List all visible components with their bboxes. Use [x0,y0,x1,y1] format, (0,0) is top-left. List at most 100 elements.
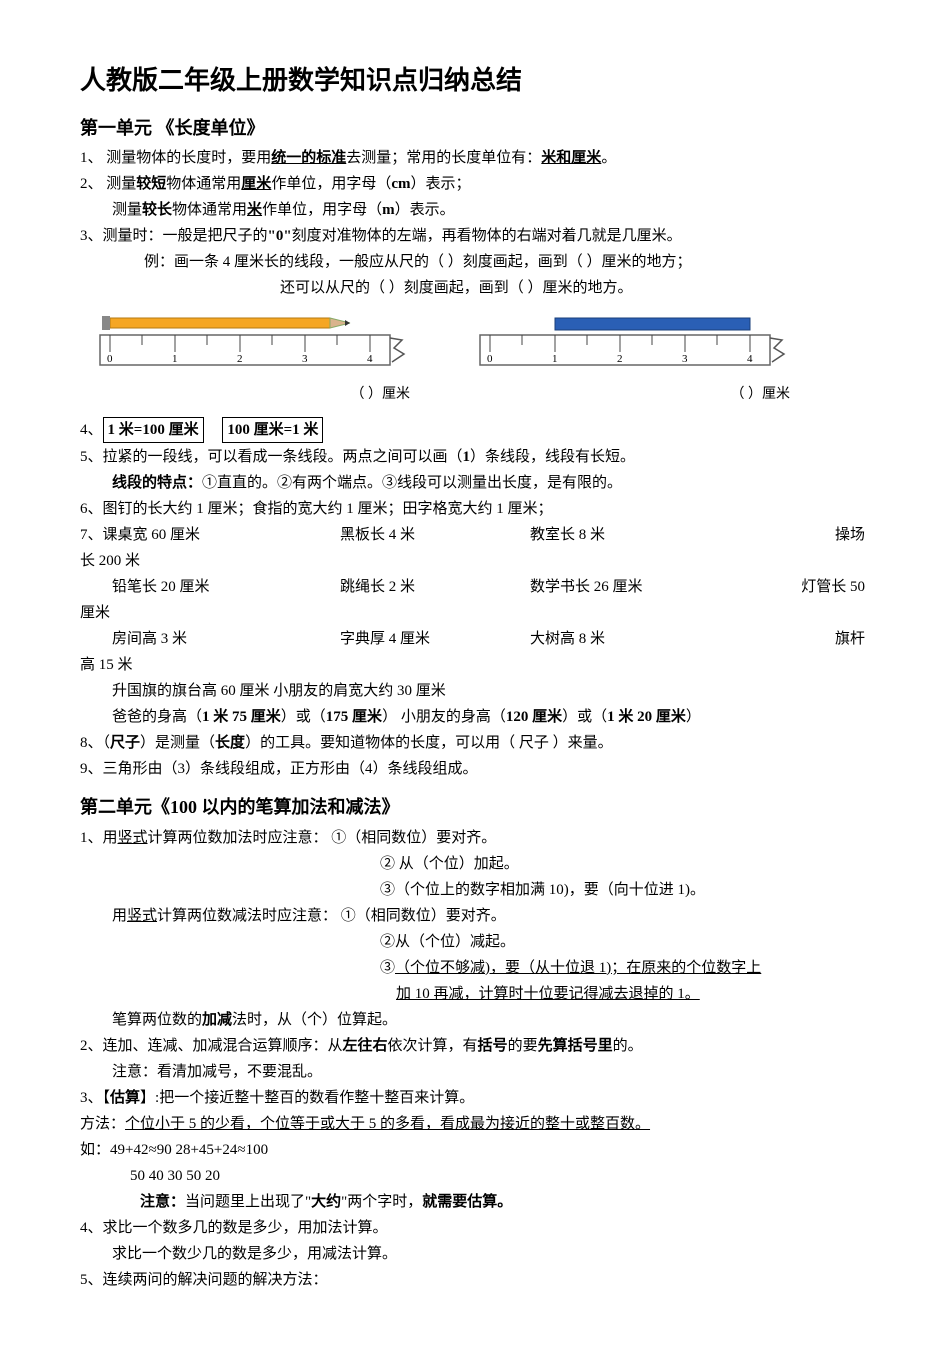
unit1-title: 第一单元 《长度单位》 [80,114,865,143]
text: 大约 [311,1194,341,1210]
u1-p7r2: 铅笔长 20 厘米 跳绳长 2 米 数学书长 26 厘米 灯管长 50 [80,575,865,599]
text: 竖式 [127,908,157,924]
text: 2、 测量 [80,176,136,192]
box1: 1 米=100 厘米 [103,417,204,443]
text: ）表示。 [395,202,455,218]
text: 作单位，用字母（ [262,202,382,218]
svg-text:2: 2 [617,353,623,365]
text: 物体通常用 [172,202,247,218]
svg-text:0: 0 [107,353,113,365]
text: ） 小朋友的身高（ [382,709,506,725]
svg-text:0: 0 [487,353,493,365]
text: 法时，从（个）位算起。 [232,1012,397,1028]
text: 操场 [730,523,865,547]
u1-p8: 8、（尺子）是测量（长度）的工具。要知道物体的长度，可以用（ 尺子 ）来量。 [80,731,865,755]
text: "两个字时， [341,1194,422,1210]
ruler1-svg: 0 1 2 3 4 [90,310,410,380]
text: 3、测量时：一般是把尺子的 [80,228,268,244]
text: 当问题里上出现了" [185,1194,311,1210]
text: ）条线段，线段有长短。 [470,449,635,465]
text: 个位小于 5 的少看，个位等于或大于 5 的多看，看成最为接近的整十或整百数。 [125,1116,650,1132]
text: 米和厘米 [541,150,601,166]
text: 1、 测量物体的长度时，要用 [80,150,271,166]
ruler1-wrap: 0 1 2 3 4 （ ）厘米 [90,310,410,406]
u1-p5: 5、拉紧的一段线，可以看成一条线段。两点之间可以画（1）条线段，线段有长短。 [80,445,865,469]
text: 1、用 [80,830,118,846]
text: 计算两位数加法时应注意： ①（相同数位）要对齐。 [148,830,497,846]
u2-p3d: 方法：个位小于 5 的少看，个位等于或大于 5 的多看，看成最为接近的整十或整百… [80,1112,865,1136]
text: 铅笔长 20 厘米 [112,575,340,599]
text: 跳绳长 2 米 [340,575,530,599]
text: 的。 [613,1038,643,1054]
u2-p2: 2、连加、连减、加减混合运算顺序：从左往右依次计算，有括号的要先算括号里的。 [80,1034,865,1058]
text: 1 [463,449,471,465]
unit2-title: 第二单元《100 以内的笔算加法和减法》 [80,793,865,822]
u2-p1: 1、用竖式计算两位数加法时应注意： ①（相同数位）要对齐。 [80,826,865,850]
text: 左往右 [343,1038,388,1054]
text: 米 [247,202,262,218]
u1-p7r4: 升国旗的旗台高 60 厘米 小朋友的肩宽大约 30 厘米 [80,679,865,703]
text: 的要 [508,1038,538,1054]
text: 笔算两位数的 [112,1012,202,1028]
u2-p3g: 注意：当问题里上出现了"大约"两个字时，就需要估算。 [80,1190,865,1214]
u2-p1h: ③（个位不够减)，要（从十位退 1)；在原来的个位数字上 [80,956,865,980]
u1-p3ex2: 还可以从尺的（ ）刻度画起，画到（ ）厘米的地方。 [80,276,865,300]
text: ）的工具。要知道物体的长度，可以用（ 尺子 ）来量。 [245,735,613,751]
doc-title: 人教版二年级上册数学知识点归纳总结 [80,60,865,102]
text: 作单位，用字母（ [271,176,391,192]
text: 字典厚 4 厘米 [340,627,530,651]
u1-p2b: 测量较长物体通常用米作单位，用字母（m）表示。 [80,198,865,222]
svg-text:4: 4 [747,353,753,365]
u1-p7r2b: 厘米 [80,601,865,625]
u2-p3f: 50 40 30 50 20 [80,1164,865,1188]
text: 黑板长 4 米 [340,523,530,547]
text: 依次计算，有 [388,1038,478,1054]
text: ）或（ [562,709,607,725]
u2-p1d: ② 从（个位）加起。 [80,852,865,876]
u2-p4: 4、求比一个数多几的数是多少，用加法计算。 [80,1216,865,1240]
u1-p2: 2、 测量较短物体通常用厘米作单位，用字母（cm）表示； [80,172,865,196]
text: 尺子 [110,735,140,751]
text: 120 厘米 [506,709,562,725]
u2-p5: 5、连续两问的解决问题的解决方法： [80,1268,865,1292]
text: 计算两位数减法时应注意： ①（相同数位）要对齐。 [157,908,506,924]
text: cm [391,176,410,192]
ruler-diagrams: 0 1 2 3 4 （ ）厘米 0 1 2 3 4 （ ）厘米 [90,310,865,406]
text: 较短 [136,176,166,192]
svg-text:1: 1 [172,353,178,365]
text: 去测量；常用的长度单位有： [346,150,541,166]
svg-text:2: 2 [237,353,243,365]
text: 2、连加、连减、加减混合运算顺序：从 [80,1038,343,1054]
u1-p1: 1、 测量物体的长度时，要用统一的标准去测量；常用的长度单位有：米和厘米。 [80,146,865,170]
u1-p3ex1: 例：画一条 4 厘米长的线段，一般应从尺的（ ）刻度画起，画到（ ）厘米的地方； [80,250,865,274]
text: 教室长 8 米 [530,523,730,547]
u1-p7r5: 爸爸的身高（1 米 75 厘米）或（175 厘米） 小朋友的身高（120 厘米）… [80,705,865,729]
box2: 100 厘米=1 米 [222,417,323,443]
text: 估算 [110,1090,140,1106]
text: 括号 [478,1038,508,1054]
text: 线段的特点： [112,475,202,491]
svg-text:1: 1 [552,353,558,365]
ruler2-svg: 0 1 2 3 4 [470,310,790,380]
text: ①直直的。②有两个端点。③线段可以测量出长度，是有限的。 [202,475,622,491]
u1-p7r3: 房间高 3 米 字典厚 4 厘米 大树高 8 米 旗杆 [80,627,865,651]
text: 刻度对准物体的左端，再看物体的右端对着几就是几厘米。 [292,228,682,244]
text: 统一的标准 [271,150,346,166]
text: 测量 [112,202,142,218]
text: 房间高 3 米 [112,627,340,651]
text: 数学书长 26 厘米 [530,575,730,599]
u1-p7r1b: 长 200 米 [80,549,865,573]
text: 】:把一个接近整十整百的数看作整十整百来计算。 [140,1090,474,1106]
u2-p1e: ③（个位上的数字相加满 10)，要（向十位进 1)。 [80,878,865,902]
text: 较长 [142,202,172,218]
text: ）是测量（ [140,735,215,751]
u2-p1i: 笔算两位数的加减法时，从（个）位算起。 [80,1008,865,1032]
text: 厘米 [241,176,271,192]
text: 大树高 8 米 [530,627,730,651]
u1-p5b: 线段的特点：①直直的。②有两个端点。③线段可以测量出长度，是有限的。 [80,471,865,495]
u1-p9: 9、三角形由（3）条线段组成，正方形由（4）条线段组成。 [80,757,865,781]
text: 旗杆 [730,627,865,651]
u1-p7r1: 7、课桌宽 60 厘米 黑板长 4 米 教室长 8 米 操场 [80,523,865,547]
text: 加减 [202,1012,232,1028]
u1-p3: 3、测量时：一般是把尺子的"0"刻度对准物体的左端，再看物体的右端对着几就是几厘… [80,224,865,248]
